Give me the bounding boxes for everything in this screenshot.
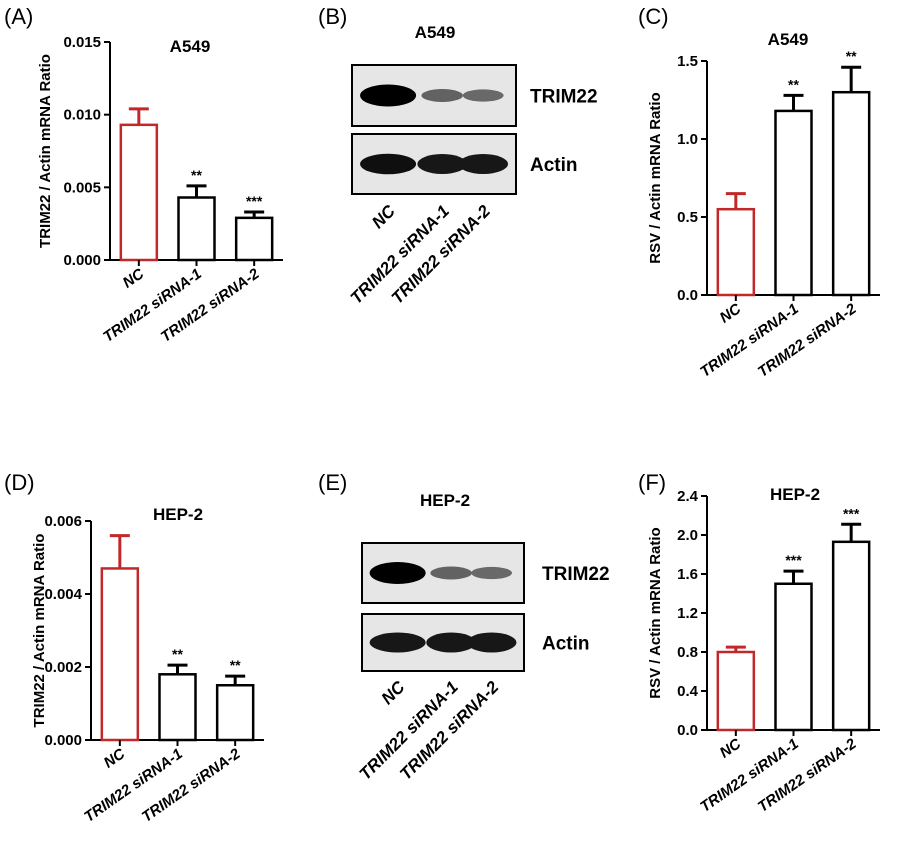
blot-row-label: TRIM22 — [542, 564, 610, 585]
bar — [119, 123, 159, 262]
blot-band — [462, 89, 504, 102]
chart-d-trim22-mrna-hep2: HEP-2 TRIM22 / Actin mRNA Ratio 0.000 0.002… — [31, 505, 264, 826]
y-tick-label: 0.4 — [677, 683, 699, 700]
bar — [215, 684, 255, 742]
significance-label: *** — [785, 552, 802, 568]
chart-a-trim22-mrna-a549: A549 TRIM22 / Actin mRNA Ratio 0.000 0.005 0… — [37, 34, 283, 346]
blot-title: HEP-2 — [420, 491, 470, 510]
chart-f-rsv-mrna-hep2: HEP-2 RSV / Actin mRNA Ratio 0.0 0.4 0.8 1.2 1… — [647, 485, 880, 816]
blot-lane-label: NC — [368, 201, 399, 232]
bar — [177, 196, 216, 262]
blot-row-label: Actin — [530, 155, 578, 176]
significance-label: ** — [191, 167, 202, 183]
y-tick-label: 0.015 — [63, 34, 101, 51]
significance-label: ** — [172, 646, 183, 662]
panel-label-f: (F) — [638, 470, 666, 495]
category-label: TRIM22 siRNA-2 — [158, 265, 263, 346]
category-label: TRIM22 siRNA-1 — [697, 300, 802, 380]
bar — [774, 109, 813, 297]
y-tick-label: 1.2 — [677, 605, 698, 622]
y-axis-label: TRIM22 / Actin mRNA Ratio — [31, 534, 48, 728]
category-label: NC — [120, 265, 148, 292]
category-label: TRIM22 siRNA-1 — [697, 735, 802, 815]
bar — [716, 207, 756, 297]
y-tick-label: 0.005 — [63, 179, 101, 196]
category-label: TRIM22 siRNA-2 — [755, 300, 860, 381]
blot-lane-label: NC — [378, 677, 409, 708]
significance-label: *** — [843, 505, 860, 521]
category-label: NC — [717, 735, 745, 762]
y-tick-label: 0.0 — [677, 722, 698, 739]
significance-label: ** — [230, 657, 241, 673]
category-label: NC — [717, 300, 745, 327]
blot-row-label: Actin — [542, 634, 590, 655]
blot-band — [360, 84, 417, 107]
blot-band — [417, 154, 468, 174]
bar — [716, 650, 756, 732]
y-tick-label: 1.5 — [677, 53, 698, 70]
blot-row-label: TRIM22 — [530, 87, 598, 108]
bar — [831, 540, 871, 732]
blot-band — [471, 566, 512, 580]
blot-band — [360, 153, 417, 175]
y-tick-label: 0.000 — [63, 252, 101, 269]
category-label: TRIM22 siRNA-2 — [139, 745, 244, 826]
blot-band — [426, 632, 476, 653]
category-label: TRIM22 siRNA-1 — [100, 265, 205, 345]
blot-title: A549 — [415, 23, 456, 42]
y-tick-label: 0.010 — [63, 107, 101, 124]
category-label: TRIM22 siRNA-2 — [755, 735, 860, 816]
blot-band — [369, 632, 426, 653]
y-tick-label: 0.0 — [677, 287, 698, 304]
bar — [234, 216, 274, 262]
bar — [158, 673, 197, 742]
y-axis-label: RSV / Actin mRNA Ratio — [647, 92, 664, 263]
category-label: NC — [101, 745, 129, 772]
y-tick-label: 1.0 — [677, 131, 698, 148]
y-tick-label: 1.6 — [677, 566, 698, 583]
y-tick-label: 0.8 — [677, 644, 698, 661]
y-tick-label: 2.0 — [677, 527, 698, 544]
category-label: TRIM22 siRNA-1 — [81, 745, 186, 825]
y-tick-label: 0.002 — [44, 659, 82, 676]
chart-title: A549 — [170, 37, 211, 56]
blot-band — [421, 89, 464, 102]
y-axis-label: RSV / Actin mRNA Ratio — [647, 527, 664, 698]
panel-label-a: (A) — [4, 4, 33, 29]
panel-label-d: (D) — [4, 470, 35, 495]
significance-label: *** — [246, 193, 263, 209]
blot-band — [458, 154, 509, 174]
bar — [774, 582, 813, 732]
significance-label: ** — [846, 48, 857, 64]
y-tick-label: 2.4 — [677, 488, 699, 505]
chart-title: HEP-2 — [153, 505, 203, 524]
blot-band — [430, 566, 472, 580]
bar — [100, 567, 140, 742]
y-tick-label: 0.5 — [677, 209, 698, 226]
significance-label: ** — [788, 76, 799, 92]
chart-title: HEP-2 — [770, 485, 820, 504]
panel-label-b: (B) — [318, 4, 347, 29]
y-tick-label: 0.006 — [44, 513, 82, 530]
bar — [831, 90, 871, 297]
blot-band — [369, 562, 426, 584]
panel-label-e: (E) — [318, 470, 347, 495]
panel-label-c: (C) — [638, 4, 669, 29]
y-tick-label: 0.004 — [44, 586, 82, 603]
y-tick-label: 0.000 — [44, 732, 82, 749]
y-axis-label: TRIM22 / Actin mRNA Ratio — [37, 54, 54, 248]
chart-title: A549 — [768, 30, 809, 49]
chart-c-rsv-mrna-a549: A549 RSV / Actin mRNA Ratio 0.0 0.5 1.0 1.5 NC… — [647, 30, 880, 381]
blot-band — [466, 632, 517, 653]
